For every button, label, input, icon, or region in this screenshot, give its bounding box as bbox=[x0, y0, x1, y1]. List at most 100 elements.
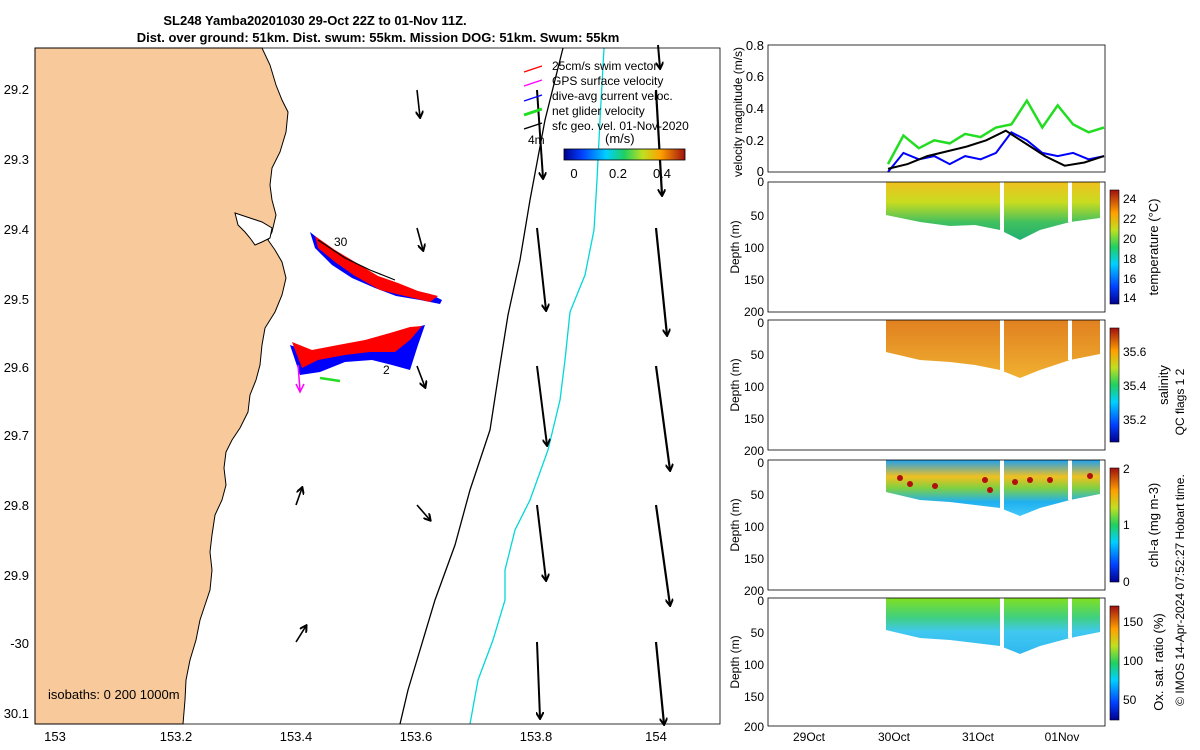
velocity-line-dive_avg bbox=[887, 131, 1105, 173]
depth-tick: 50 bbox=[751, 488, 765, 502]
section-gap bbox=[1068, 320, 1072, 360]
isobath-200m bbox=[399, 47, 564, 725]
estuary bbox=[234, 212, 273, 246]
depth-tick: 100 bbox=[744, 658, 764, 672]
section-gap bbox=[1000, 598, 1004, 658]
legend-label: dive-avg current veloc. bbox=[552, 89, 673, 103]
colorbar-tick: 0.4 bbox=[653, 166, 671, 181]
map-y-ticks: 29.2 29.3 29.4 29.5 29.6 29.7 29.8 29.9 … bbox=[4, 82, 29, 721]
velocity-frame bbox=[767, 44, 1106, 173]
glider-track-north bbox=[310, 232, 442, 304]
salinity-colorbar bbox=[1109, 327, 1120, 443]
colorbar-tick: 0.2 bbox=[609, 166, 627, 181]
cbar-tick: 150 bbox=[1123, 615, 1143, 629]
scale-label: 4m bbox=[528, 133, 545, 147]
legend-label: sfc geo. vel. 01-Nov-2020 bbox=[552, 119, 689, 133]
geo-velocity-arrows bbox=[295, 44, 670, 724]
cbar-label-oxygen: Ox. sat. ratio (%) bbox=[1151, 613, 1166, 711]
depth-tick: 200 bbox=[744, 584, 764, 598]
track-label-day2: 2 bbox=[383, 363, 390, 377]
temperature-frame bbox=[767, 181, 1106, 313]
chlorophyll-section bbox=[886, 460, 1100, 516]
depth-tick: 150 bbox=[744, 273, 764, 287]
velocity-panel: 0 0.2 0.4 0.6 0.8 velocity magnitude (m/… bbox=[731, 38, 1106, 179]
salinity-frame bbox=[767, 319, 1106, 451]
depth-tick: 100 bbox=[744, 520, 764, 534]
cbar-tick: 50 bbox=[1123, 693, 1137, 707]
isobath-note: isobaths: 0 200 1000m bbox=[48, 687, 180, 702]
vel-y-tick: 0.8 bbox=[746, 38, 764, 53]
legend-label: 25cm/s swim vector bbox=[552, 59, 657, 73]
map-y-tick: 30.1 bbox=[4, 706, 29, 721]
cbar-tick: 35.2 bbox=[1123, 413, 1147, 427]
cbar-tick: 22 bbox=[1123, 212, 1137, 226]
cbar-tick: 35.6 bbox=[1123, 345, 1147, 359]
map-x-tick: 153.8 bbox=[520, 729, 553, 744]
time-tick: 29Oct bbox=[793, 730, 826, 744]
map-x-tick: 153.6 bbox=[400, 729, 433, 744]
depth-label: Depth (m) bbox=[728, 358, 742, 411]
map-panel: 30 2 25cm/s swim vector GPS surface velo… bbox=[4, 44, 721, 744]
glider-track-south bbox=[290, 325, 425, 394]
map-y-tick: 29.8 bbox=[4, 498, 29, 513]
time-axis: 29Oct 30Oct 31Oct 01Nov bbox=[793, 730, 1079, 744]
qc-flags-note: QC flags 1 2 bbox=[1173, 368, 1187, 435]
section-gap bbox=[1068, 460, 1072, 500]
depth-tick: 200 bbox=[744, 720, 764, 734]
legend-swatch-dive bbox=[523, 94, 543, 102]
cbar-label-temperature: temperature (°C) bbox=[1146, 199, 1161, 296]
credit-note: © IMOS 14-Apr-2024 07:52:27 Hobart time. bbox=[1173, 474, 1187, 706]
depth-tick: 0 bbox=[757, 456, 764, 470]
figure-title-line1: SL248 Yamba20201030 29-Oct 22Z to 01-Nov… bbox=[163, 13, 466, 28]
vel-y-tick: 0.6 bbox=[746, 69, 764, 84]
colorbar-tick: 0 bbox=[570, 166, 577, 181]
oxygen-colorbar bbox=[1109, 605, 1120, 721]
legend-swatch-geo bbox=[523, 122, 543, 130]
map-y-tick: -30 bbox=[10, 636, 29, 651]
depth-tick: 100 bbox=[744, 380, 764, 394]
legend-label: net glider velocity bbox=[552, 104, 645, 118]
legend-swatch-net bbox=[523, 107, 543, 117]
chlorophyll-panel bbox=[767, 459, 1120, 591]
chlorophyll-frame bbox=[767, 459, 1106, 591]
cbar-tick: 1 bbox=[1123, 518, 1130, 532]
vel-y-tick: 0 bbox=[757, 164, 764, 179]
isobath-1000m bbox=[469, 47, 605, 725]
vel-y-tick: 0.2 bbox=[746, 133, 764, 148]
velocity-series bbox=[886, 98, 1105, 173]
oxygen-section bbox=[886, 598, 1100, 654]
salinity-panel bbox=[767, 319, 1120, 451]
depth-tick: 0 bbox=[757, 175, 764, 189]
depth-tick: 50 bbox=[751, 626, 765, 640]
map-x-tick: 153.2 bbox=[160, 729, 193, 744]
depth-tick: 200 bbox=[744, 444, 764, 458]
depth-label: Depth (m) bbox=[728, 635, 742, 688]
time-tick: 01Nov bbox=[1045, 730, 1080, 744]
depth-tick: 50 bbox=[751, 209, 765, 223]
depth-tick: 200 bbox=[744, 305, 764, 319]
time-tick: 31Oct bbox=[962, 730, 995, 744]
vel-y-label: velocity magnitude (m/s) bbox=[731, 47, 745, 177]
land-mass bbox=[34, 47, 289, 725]
cbar-tick: 16 bbox=[1123, 272, 1137, 286]
map-legend: 25cm/s swim vector GPS surface velocity … bbox=[523, 59, 689, 181]
salinity-section bbox=[886, 320, 1100, 378]
map-y-tick: 29.3 bbox=[4, 152, 29, 167]
cbar-tick: 18 bbox=[1123, 252, 1137, 266]
section-gap bbox=[1000, 182, 1004, 242]
temperature-section bbox=[886, 182, 1100, 240]
cbar-tick: 2 bbox=[1123, 462, 1130, 476]
section-gap bbox=[1068, 598, 1072, 638]
section-gap bbox=[1068, 182, 1072, 222]
legend-swatch-gps bbox=[523, 79, 543, 87]
depth-label: Depth (m) bbox=[728, 220, 742, 273]
time-tick: 30Oct bbox=[878, 730, 911, 744]
depth-tick: 100 bbox=[744, 241, 764, 255]
map-x-tick: 153 bbox=[44, 729, 66, 744]
depth-tick: 150 bbox=[744, 412, 764, 426]
cbar-tick: 100 bbox=[1123, 654, 1143, 668]
velocity-line-net bbox=[886, 98, 1105, 165]
track-label-day30: 30 bbox=[334, 235, 348, 249]
map-y-tick: 29.4 bbox=[4, 222, 29, 237]
legend-label: GPS surface velocity bbox=[552, 74, 663, 88]
